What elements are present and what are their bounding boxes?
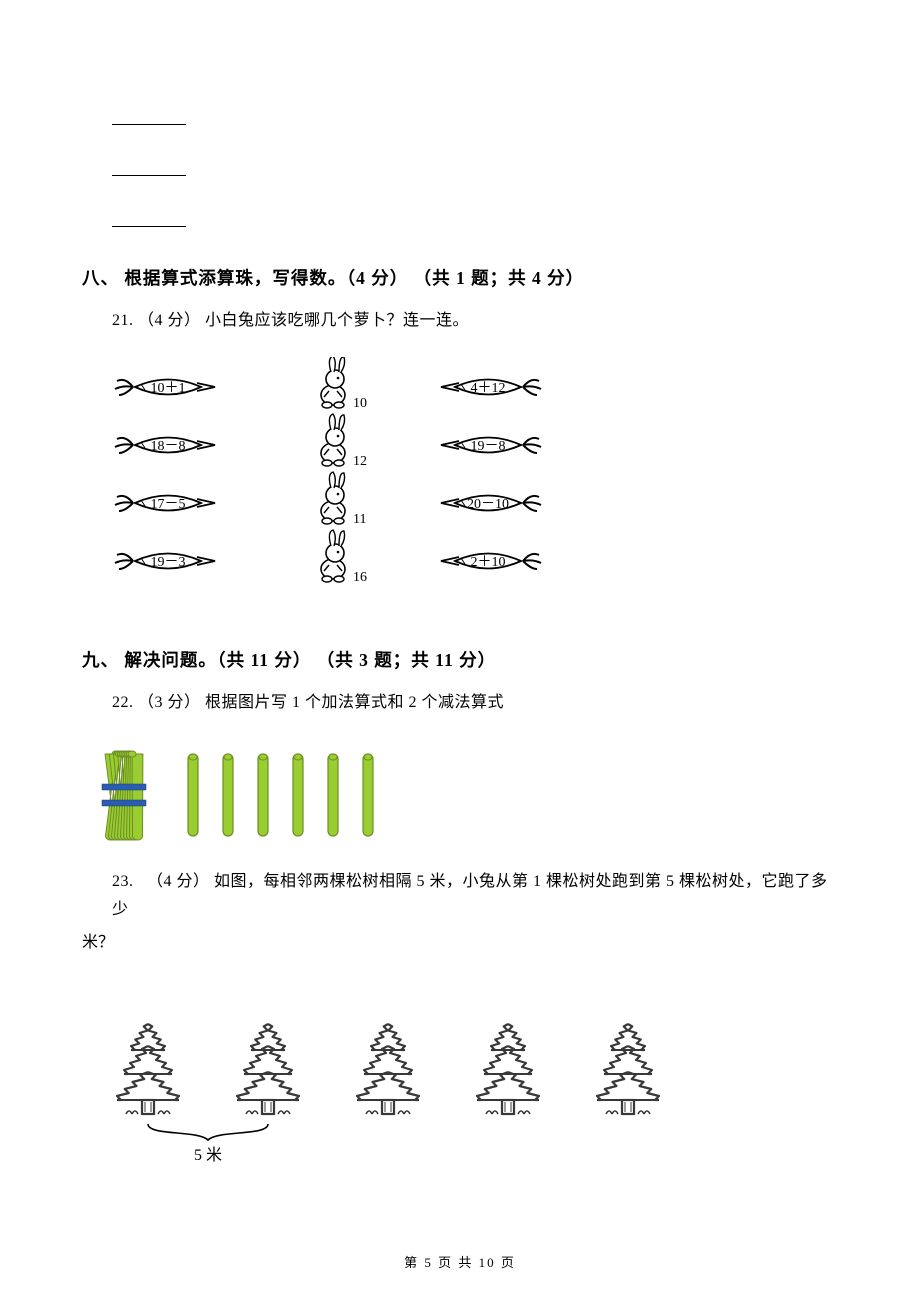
- section-title: 根据算式添算珠，写得数。（4 分） （共 1 题；共 4 分）: [124, 268, 584, 288]
- svg-text:19－8: 19－8: [471, 439, 506, 454]
- svg-text:10＋1: 10＋1: [151, 381, 186, 396]
- sticks-diagram: [98, 740, 438, 850]
- question-text-b: 米？: [82, 934, 114, 951]
- svg-text:20－10: 20－10: [467, 497, 509, 512]
- section-heading-8: 八、 根据算式添算珠，写得数。（4 分） （共 1 题；共 4 分）: [82, 263, 838, 295]
- question-21: 21. （4 分） 小白兔应该吃哪几个萝卜？连一连。: [112, 307, 838, 336]
- svg-text:17－5: 17－5: [151, 497, 186, 512]
- question-number: 23.: [112, 873, 134, 890]
- section-heading-9: 九、 解决问题。（共 11 分） （共 3 题；共 11 分）: [82, 645, 838, 677]
- matching-diagram: 10＋1 10 4＋12 18－8 12 19－8 17－5 11 20－10 19－3 16 2＋1…: [98, 357, 568, 617]
- question-text: 小白兔应该吃哪几个萝卜？连一连。: [205, 312, 469, 329]
- question-points: （4 分）: [147, 873, 210, 890]
- section-label: 八、: [82, 268, 119, 288]
- question-text-a: 如图，每相邻两棵松树相隔 5 米，小兔从第 1 棵松树处跑到第 5 棵松树处，它…: [112, 873, 828, 919]
- svg-text:2＋10: 2＋10: [471, 555, 506, 570]
- blank-line: [112, 110, 186, 125]
- svg-text:19－3: 19－3: [151, 555, 186, 570]
- question-23: 23. （4 分） 如图，每相邻两棵松树相隔 5 米，小兔从第 1 棵松树处跑到…: [112, 868, 838, 926]
- svg-text:18－8: 18－8: [151, 439, 186, 454]
- svg-text:10: 10: [353, 396, 367, 411]
- section-label: 九、: [82, 650, 119, 670]
- figure-q22: [98, 740, 838, 850]
- page-footer: 第 5 页 共 10 页: [0, 1251, 920, 1274]
- blank-line: [112, 212, 186, 227]
- question-points: （3 分）: [138, 694, 201, 711]
- question-text: 根据图片写 1 个加法算式和 2 个减法算式: [205, 694, 504, 711]
- svg-text:4＋12: 4＋12: [471, 381, 506, 396]
- figure-q23: 5 米: [98, 992, 838, 1162]
- question-points: （4 分）: [138, 312, 201, 329]
- question-23-cont: 米？: [82, 929, 838, 958]
- page: 八、 根据算式添算珠，写得数。（4 分） （共 1 题；共 4 分） 21. （…: [0, 0, 920, 1302]
- figure-q21: 10＋1 10 4＋12 18－8 12 19－8 17－5 11 20－10 19－3 16 2＋1…: [98, 357, 838, 617]
- section-title: 解决问题。（共 11 分） （共 3 题；共 11 分）: [124, 650, 496, 670]
- blank-line: [112, 161, 186, 176]
- svg-text:16: 16: [353, 570, 367, 585]
- trees-diagram: 5 米: [98, 992, 698, 1162]
- svg-text:12: 12: [353, 454, 367, 469]
- question-22: 22. （3 分） 根据图片写 1 个加法算式和 2 个减法算式: [112, 689, 838, 718]
- question-number: 22.: [112, 694, 134, 711]
- question-number: 21.: [112, 312, 134, 329]
- svg-text:11: 11: [353, 512, 366, 527]
- svg-text:5 米: 5 米: [194, 1146, 222, 1162]
